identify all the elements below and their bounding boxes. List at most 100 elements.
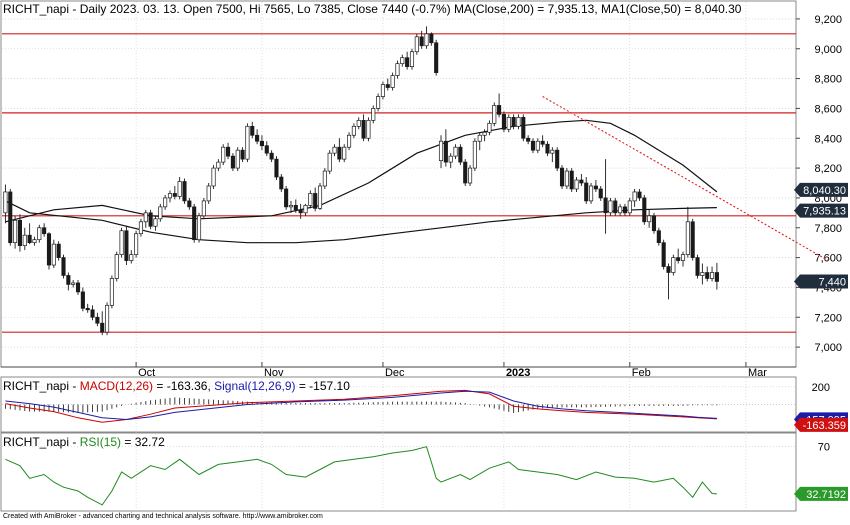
candle <box>414 33 419 55</box>
candle <box>506 114 511 133</box>
candle <box>322 168 327 189</box>
candle <box>661 239 666 270</box>
candle <box>434 39 439 76</box>
candle-body-down <box>66 275 71 285</box>
candle-body-up <box>288 205 294 208</box>
candle-body-up <box>221 146 226 163</box>
candle-body-down <box>603 197 608 214</box>
candle-body-up <box>105 304 110 333</box>
candle-body-up <box>564 170 569 187</box>
candle <box>676 248 681 264</box>
macd-value-tag: -163.359 <box>794 417 848 432</box>
candle <box>337 138 342 163</box>
candle-body-down <box>661 242 666 267</box>
candle <box>32 236 37 246</box>
candle <box>390 72 395 91</box>
candle-body-down <box>226 146 231 157</box>
candle <box>458 144 463 166</box>
candle-body-down <box>284 188 289 208</box>
candle <box>129 250 134 264</box>
candle <box>298 203 303 219</box>
ma50-value-tag-text: 8,040.30 <box>803 185 846 197</box>
last-close-tag: 7,440 <box>794 274 848 289</box>
rsi-value-tag-text: 32.7192 <box>806 489 846 501</box>
candle-body-down <box>569 170 574 190</box>
candle <box>167 190 173 203</box>
candle <box>526 135 531 145</box>
candle <box>695 254 700 279</box>
candle-body-down <box>419 36 424 47</box>
rsi-header-symbol: RICHT_napi <box>3 435 69 449</box>
candle <box>564 168 569 189</box>
rsi-header-value: = 32.72 <box>121 435 165 449</box>
candle <box>138 218 143 237</box>
candle <box>366 117 371 142</box>
candle <box>618 203 623 216</box>
candle-body-down <box>240 149 245 160</box>
candle <box>226 142 231 160</box>
candle-body-up <box>177 181 182 197</box>
price-candles <box>3 26 719 336</box>
candle-body-up <box>366 119 371 139</box>
candle <box>497 93 502 118</box>
candle-body-up <box>322 170 327 187</box>
candle-body-up <box>327 152 332 172</box>
candle-body-up <box>317 185 323 209</box>
price-tick-label: 8,200 <box>814 163 842 175</box>
macd-header-value: = -163.36, <box>153 379 214 393</box>
candle-body-up <box>390 75 395 88</box>
candle <box>347 132 352 151</box>
candle <box>342 144 347 163</box>
candle <box>284 185 289 210</box>
candle <box>163 194 168 210</box>
candle-body-down <box>124 230 129 261</box>
candle-body-up <box>235 149 240 169</box>
candle <box>293 199 298 213</box>
candle-body-up <box>216 161 221 169</box>
macd-tick-label: 200 <box>812 382 830 394</box>
candle <box>603 159 608 234</box>
axis-value-tags: 8,040.307,935.137,440-157.095-163.35932.… <box>794 182 848 501</box>
candle-body-up <box>167 193 173 199</box>
candle <box>274 156 279 181</box>
candle-body-up <box>51 243 56 266</box>
candle-body-up <box>627 200 632 214</box>
price-pane <box>0 0 797 368</box>
candle <box>627 197 632 216</box>
candle-body-down <box>695 257 700 276</box>
candle-body-down <box>656 230 661 244</box>
trendline <box>542 96 829 262</box>
candle <box>516 114 521 130</box>
signal-header-label: Signal(12,26,9) <box>214 379 295 393</box>
candle-body-up <box>37 227 42 241</box>
candle <box>540 135 545 148</box>
candle <box>95 312 100 327</box>
candle <box>468 165 473 186</box>
candle <box>409 48 415 70</box>
candle <box>61 254 66 279</box>
time-tick-label: 2023 <box>506 367 530 379</box>
ma50-value-tag-shape <box>794 182 848 197</box>
candle-body-up <box>414 36 419 53</box>
candle <box>569 168 574 192</box>
candle-body-up <box>487 122 492 133</box>
ma200-value-tag-shape <box>794 203 848 218</box>
candle-body-down <box>434 42 439 73</box>
candle-body-down <box>511 117 516 127</box>
time-tick-label: Mar <box>748 367 767 379</box>
candle-body-up <box>342 146 347 160</box>
candle <box>27 223 32 245</box>
candle <box>22 227 27 251</box>
candle-body-down <box>458 146 463 163</box>
price-tick-label: 8,600 <box>814 103 842 115</box>
candle-body-down <box>95 316 100 324</box>
candle <box>230 153 235 172</box>
candle-body-down <box>80 291 85 309</box>
time-tick-label: Feb <box>632 367 651 379</box>
candle <box>521 114 526 142</box>
time-tick-label: Nov <box>264 367 284 379</box>
candle-body-down <box>182 181 187 202</box>
candle <box>17 214 22 252</box>
candle-body-down <box>443 140 448 163</box>
candle-body-up <box>13 219 18 244</box>
